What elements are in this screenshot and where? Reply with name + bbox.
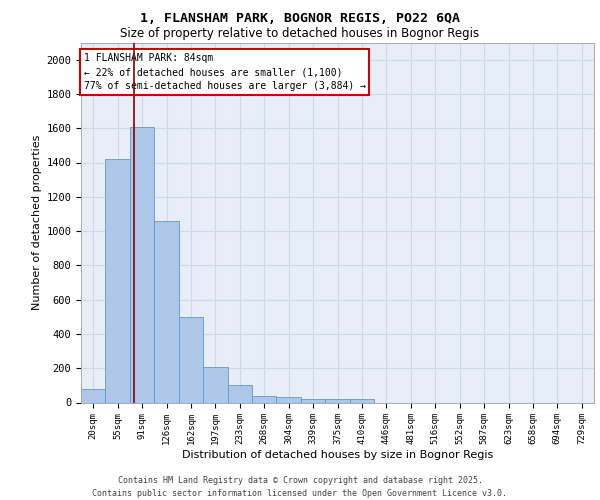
Bar [350,399,374,402]
Bar [154,221,179,402]
Text: 1, FLANSHAM PARK, BOGNOR REGIS, PO22 6QA: 1, FLANSHAM PARK, BOGNOR REGIS, PO22 6QA [140,12,460,26]
Bar [203,368,227,402]
X-axis label: Distribution of detached houses by size in Bognor Regis: Distribution of detached houses by size … [182,450,493,460]
Text: Size of property relative to detached houses in Bognor Regis: Size of property relative to detached ho… [121,28,479,40]
Bar [227,384,252,402]
Bar [301,399,325,402]
Text: Contains HM Land Registry data © Crown copyright and database right 2025.
Contai: Contains HM Land Registry data © Crown c… [92,476,508,498]
Bar [179,317,203,402]
Bar [106,159,130,402]
Text: 1 FLANSHAM PARK: 84sqm
← 22% of detached houses are smaller (1,100)
77% of semi-: 1 FLANSHAM PARK: 84sqm ← 22% of detached… [83,54,365,92]
Bar [130,126,154,402]
Bar [325,399,350,402]
Bar [277,398,301,402]
Y-axis label: Number of detached properties: Number of detached properties [32,135,42,310]
Bar [252,396,277,402]
Bar [81,389,106,402]
